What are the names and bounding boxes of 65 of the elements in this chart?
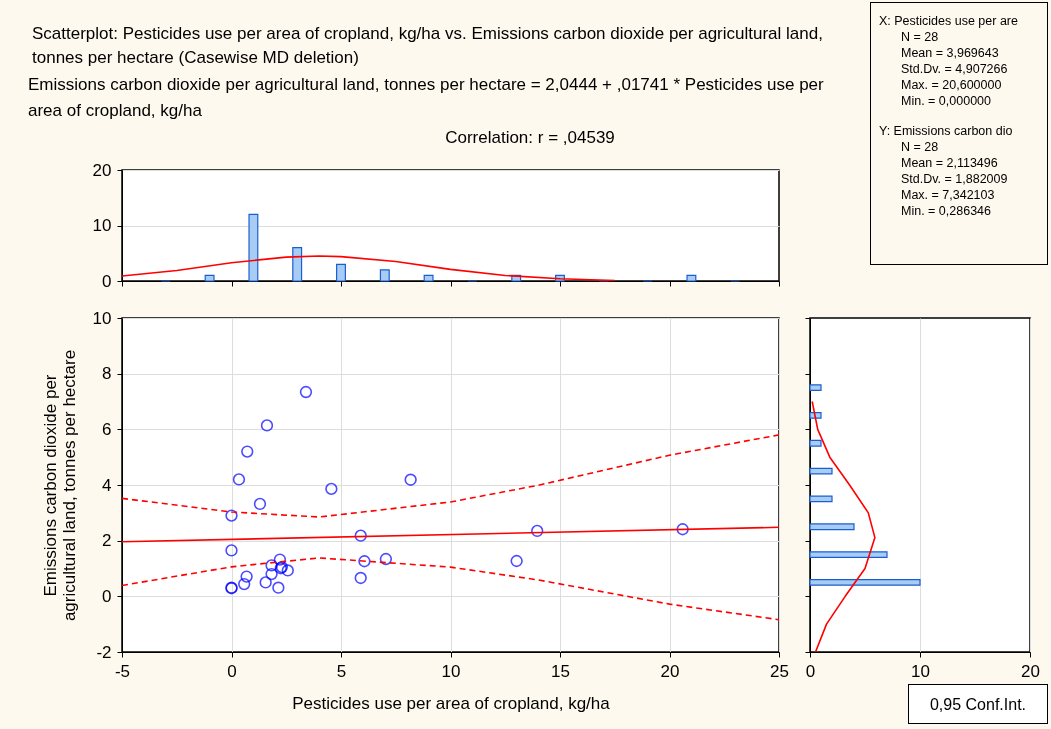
point (253, 497, 267, 511)
point (238, 577, 251, 591)
point (265, 559, 278, 572)
line-series (122, 255, 616, 281)
point (379, 552, 393, 566)
point (354, 529, 367, 542)
x-tick-label: -5 (114, 661, 131, 681)
chart-subtitle: Emissions carbon dioxide per agricultural land, tonnes per hectare = 2,0444 + ,01741 * Pesticides use per area of cropland, kg/ha (28, 74, 825, 122)
point (240, 570, 253, 583)
text: Max. = 20,600000 (900, 77, 1003, 93)
y-tick-label: -2 (96, 642, 112, 662)
point (404, 473, 417, 486)
point (225, 509, 238, 522)
text: Mean = 2,113496 (900, 155, 999, 171)
x-tick-label: 5 (336, 661, 347, 681)
x-tick-label: 0 (805, 661, 816, 681)
point (232, 473, 246, 486)
line-series (122, 434, 779, 518)
point (272, 581, 285, 594)
text: N = 28 (900, 29, 940, 45)
line-series (122, 557, 779, 621)
y-tick-label: 0 (102, 586, 112, 606)
point (299, 385, 313, 399)
text: Max. = 7,342103 (900, 187, 996, 203)
y-tick-label: 2 (102, 531, 112, 551)
y-tick-label: 20 (92, 160, 112, 180)
text: N = 28 (900, 139, 940, 155)
x-tick-label: 15 (551, 661, 570, 681)
y-tick-label: 6 (102, 419, 112, 439)
text: 0,95 Conf.Int. (908, 684, 1048, 724)
y-tick-label: 10 (92, 216, 112, 235)
chart-title: Scatterplot: Pesticides use per area of cropland, kg/ha vs. Emissions carbon dioxide per agricultural land, tonnes per hectare (Casewise MD deletion) (32, 23, 824, 69)
text: Min. = 0,000000 (900, 93, 992, 109)
text: Std.Dv. = 1,882009 (900, 171, 1009, 187)
point (259, 576, 272, 589)
y-tick-label: 10 (92, 308, 112, 328)
point (325, 482, 338, 496)
point (354, 571, 367, 585)
point (265, 567, 278, 581)
x-axis-title: Pesticides use per area of cropland, kg/ha (292, 693, 611, 713)
x-tick-label: 0 (227, 661, 237, 681)
point (281, 564, 294, 577)
text: Std.Dv. = 4,907266 (900, 61, 1009, 77)
text: Correlation: r = ,04539 (444, 128, 616, 148)
x-tick-label: 25 (770, 661, 789, 681)
x-tick-label: 10 (911, 661, 930, 681)
y-tick-label: 0 (102, 271, 112, 291)
text: Mean = 3,969643 (900, 45, 1000, 61)
point (531, 524, 544, 538)
x-tick-label: 10 (441, 661, 461, 681)
x-tick-label: 20 (660, 661, 680, 681)
point (358, 555, 371, 568)
point (241, 445, 254, 458)
y-tick-label: 8 (102, 364, 112, 384)
text: Min. = 0,286346 (900, 203, 992, 219)
point (225, 544, 238, 557)
point (260, 419, 274, 432)
text: Y: Emissions carbon dio (879, 123, 1014, 139)
point (510, 554, 523, 568)
x-tick-label: 20 (1021, 661, 1040, 681)
point (676, 523, 689, 536)
y-tick-label: 4 (102, 475, 112, 495)
point (273, 553, 287, 566)
y-axis-title: Emissions carbon dioxide per agricultural land, tonnes per hectare (40, 349, 79, 622)
text: X: Pesticides use per are (879, 13, 1019, 29)
